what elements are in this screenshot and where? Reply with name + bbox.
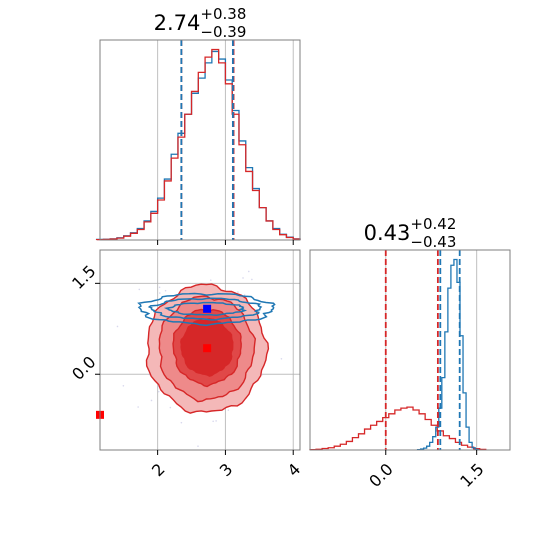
p1-frame bbox=[99, 39, 301, 241]
p1-hist-red-1 bbox=[95, 48, 301, 241]
p2-scatter-dot bbox=[138, 288, 141, 291]
p3-frame bbox=[309, 249, 511, 451]
p2-scatter-dot bbox=[251, 278, 253, 281]
p2-scatter-dot bbox=[150, 399, 153, 402]
p2-blue-contours bbox=[137, 292, 276, 327]
p2-scatter-dot bbox=[261, 373, 264, 376]
p2-xticklabel-2: 4 bbox=[284, 460, 305, 481]
p2-scatter-dot bbox=[122, 385, 125, 387]
p3-title-minus: −0.43 bbox=[410, 233, 456, 251]
p2-scatter-dot bbox=[158, 292, 161, 294]
p3-hist-red-0 bbox=[309, 406, 487, 451]
p1-title: 2.74+0.38 −0.39 bbox=[154, 5, 247, 41]
p2-scatter-dot bbox=[227, 409, 230, 411]
p2-scatter-dot bbox=[212, 420, 214, 423]
p2-yticklabel-1: 1.5 bbox=[68, 261, 99, 292]
p2-scatter-dot bbox=[280, 357, 283, 360]
p1-title-value: 2.74 bbox=[154, 11, 201, 35]
p2-marker-red-1 bbox=[203, 344, 212, 353]
p1-quantile-lines bbox=[180, 40, 235, 240]
p2-xticklabel-1: 3 bbox=[216, 460, 237, 481]
p2-scatter-dot bbox=[158, 286, 161, 289]
p1-ticks bbox=[157, 240, 294, 245]
p3-title-value: 0.43 bbox=[364, 221, 411, 245]
p2-scatter-dot bbox=[242, 277, 244, 279]
p2-frame bbox=[99, 249, 301, 451]
p2-scatter-dot bbox=[157, 385, 159, 388]
p3-ticks: 0.0 1.5 bbox=[365, 450, 488, 491]
p3-xticklabel-1: 1.5 bbox=[456, 460, 487, 491]
p2-scatter-dot bbox=[169, 406, 172, 409]
p2-scatter-dot bbox=[209, 279, 212, 281]
p2-xticklabel-0: 2 bbox=[148, 460, 169, 481]
p2-yticklabel-0: 0.0 bbox=[68, 352, 99, 383]
p2-scatter-dot bbox=[137, 406, 139, 408]
panel-y-marginal: 0.0 1.5 0.43+0.42 −0.43 bbox=[309, 215, 511, 491]
panel-x-marginal: 2.74+0.38 −0.39 bbox=[95, 5, 301, 245]
p3-title-plus: +0.42 bbox=[410, 215, 456, 233]
p2-blue-contour-1 bbox=[147, 297, 263, 321]
p1-title-plus: +0.38 bbox=[200, 5, 246, 23]
p2-blue-contour-2 bbox=[163, 301, 248, 316]
p3-quantile-lines bbox=[384, 250, 461, 450]
p3-xticklabel-0: 0.0 bbox=[365, 460, 396, 491]
p2-blue-contour-0 bbox=[137, 292, 276, 327]
p2-scatter-dot bbox=[116, 325, 119, 328]
p1-histograms bbox=[95, 48, 301, 241]
p2-scatter-dot bbox=[164, 289, 167, 292]
p2-scatter-dot bbox=[215, 420, 217, 422]
p3-hist-blue-1 bbox=[416, 258, 479, 451]
panel-joint: 2 3 4 0.0 1.5 bbox=[68, 249, 305, 481]
p2-marker-blue-0 bbox=[203, 304, 212, 313]
p2-scatter-dot bbox=[247, 270, 250, 273]
p2-scatter-dot bbox=[180, 421, 183, 424]
p3-histograms bbox=[309, 258, 487, 451]
p2-scatter-dot bbox=[197, 445, 199, 447]
p3-title: 0.43+0.42 −0.43 bbox=[364, 215, 457, 251]
p2-scatter-dot bbox=[157, 390, 160, 393]
p2-scatter-dot bbox=[237, 291, 239, 293]
p1-title-minus: −0.39 bbox=[200, 23, 246, 41]
